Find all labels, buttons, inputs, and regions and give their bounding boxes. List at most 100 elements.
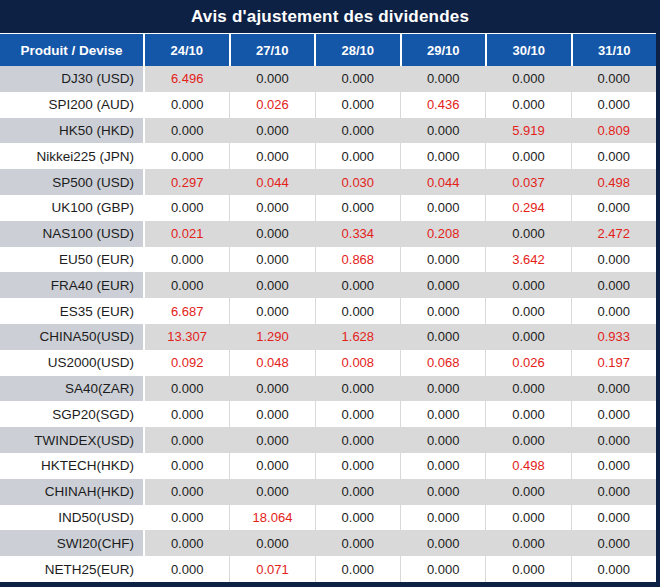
value-cell: 0.000 [145,272,230,298]
value-cell: 0.000 [230,427,315,453]
value-cell: 0.000 [316,453,401,479]
value-cell: 0.000 [230,247,315,273]
value-cell: 0.000 [316,195,401,221]
table-row: SP500 (USD) 0.2970.0440.0300.0440.0370.4… [0,169,656,195]
value-cell: 0.000 [401,143,486,169]
table-row: UK100 (GBP) 0.0000.0000.0000.0000.2940.0… [0,195,656,221]
product-cell: SWI20(CHF) [0,530,145,556]
value-cell: 0.026 [486,350,571,376]
value-cell: 0.044 [230,169,315,195]
value-cell: 0.000 [572,298,656,324]
value-cell: 0.294 [486,195,571,221]
value-cell: 0.000 [401,556,486,582]
value-cell: 0.436 [401,92,486,118]
column-header-date-1: 24/10 [145,34,231,66]
value-cell: 0.000 [572,92,656,118]
value-cell: 0.000 [572,272,656,298]
value-cell: 0.000 [486,505,571,531]
value-cell: 0.498 [572,169,656,195]
value-cell: 0.208 [401,221,486,247]
value-cell: 0.000 [230,479,315,505]
value-cell: 0.000 [401,247,486,273]
value-cell: 0.000 [486,66,571,92]
table-row: CHINA50(USD) 13.3071.2901.6280.0000.0000… [0,324,656,350]
value-cell: 0.000 [572,401,656,427]
product-cell: DJ30 (USD) [0,66,145,92]
value-cell: 0.000 [486,427,571,453]
value-cell: 0.000 [401,427,486,453]
value-cell: 0.000 [316,118,401,144]
value-cell: 0.068 [401,350,486,376]
value-cell: 0.000 [316,143,401,169]
product-cell: HKTECH(HKD) [0,453,145,479]
value-cell: 0.000 [572,66,656,92]
value-cell: 0.030 [316,169,401,195]
table-body: DJ30 (USD) 6.4960.0000.0000.0000.0000.00… [0,66,656,582]
dividend-adjustment-panel: Avis d'ajustement des dividendes Produit… [0,0,660,587]
value-cell: 0.000 [486,298,571,324]
value-cell: 3.642 [486,247,571,273]
value-cell: 0.000 [316,479,401,505]
value-cell: 0.000 [230,66,315,92]
value-cell: 0.000 [401,376,486,402]
value-cell: 0.868 [316,247,401,273]
value-cell: 0.000 [486,401,571,427]
value-cell: 0.933 [572,324,656,350]
value-cell: 0.000 [401,479,486,505]
value-cell: 6.496 [145,66,230,92]
table-row: SWI20(CHF) 0.0000.0000.0000.0000.0000.00… [0,530,656,556]
value-cell: 0.000 [145,505,230,531]
product-cell: IND50(USD) [0,505,145,531]
value-cell: 0.000 [486,143,571,169]
table-row: US2000(USD) 0.0920.0480.0080.0680.0260.1… [0,350,656,376]
value-cell: 0.000 [401,66,486,92]
product-cell: SA40(ZAR) [0,376,145,402]
product-cell: EU50 (EUR) [0,247,145,273]
table-row: HKTECH(HKD) 0.0000.0000.0000.0000.4980.0… [0,453,656,479]
value-cell: 0.092 [145,350,230,376]
value-cell: 5.919 [486,118,571,144]
column-header-date-4: 29/10 [402,34,488,66]
value-cell: 0.000 [486,324,571,350]
value-cell: 1.290 [230,324,315,350]
value-cell: 0.000 [316,66,401,92]
product-cell: CHINAH(HKD) [0,479,145,505]
value-cell: 0.000 [316,530,401,556]
value-cell: 0.000 [230,143,315,169]
value-cell: 0.000 [230,195,315,221]
value-cell: 0.000 [572,143,656,169]
value-cell: 0.197 [572,350,656,376]
table-row: TWINDEX(USD) 0.0000.0000.0000.0000.0000.… [0,427,656,453]
value-cell: 0.000 [230,118,315,144]
value-cell: 0.809 [572,118,656,144]
value-cell: 0.000 [486,221,571,247]
value-cell: 0.000 [230,272,315,298]
value-cell: 0.000 [401,453,486,479]
value-cell: 0.000 [145,453,230,479]
value-cell: 0.000 [401,118,486,144]
value-cell: 0.000 [145,247,230,273]
value-cell: 0.000 [572,247,656,273]
value-cell: 0.000 [401,195,486,221]
table-row: SA40(ZAR) 0.0000.0000.0000.0000.0000.000 [0,376,656,402]
value-cell: 0.000 [486,376,571,402]
value-cell: 0.000 [145,556,230,582]
value-cell: 0.000 [145,530,230,556]
value-cell: 0.000 [572,530,656,556]
value-cell: 0.000 [401,298,486,324]
product-cell: NAS100 (USD) [0,221,145,247]
value-cell: 0.000 [401,272,486,298]
value-cell: 0.000 [401,530,486,556]
value-cell: 0.000 [230,221,315,247]
table-row: DJ30 (USD) 6.4960.0000.0000.0000.0000.00… [0,66,656,92]
table-row: SPI200 (AUD) 0.0000.0260.0000.4360.0000.… [0,92,656,118]
product-cell: SPI200 (AUD) [0,92,145,118]
table-row: Nikkei225 (JPN) 0.0000.0000.0000.0000.00… [0,143,656,169]
product-cell: US2000(USD) [0,350,145,376]
product-cell: TWINDEX(USD) [0,427,145,453]
value-cell: 0.000 [572,505,656,531]
product-cell: ES35 (EUR) [0,298,145,324]
value-cell: 0.000 [230,298,315,324]
table-row: NETH25(EUR) 0.0000.0710.0000.0000.0000.0… [0,556,656,582]
product-cell: UK100 (GBP) [0,195,145,221]
